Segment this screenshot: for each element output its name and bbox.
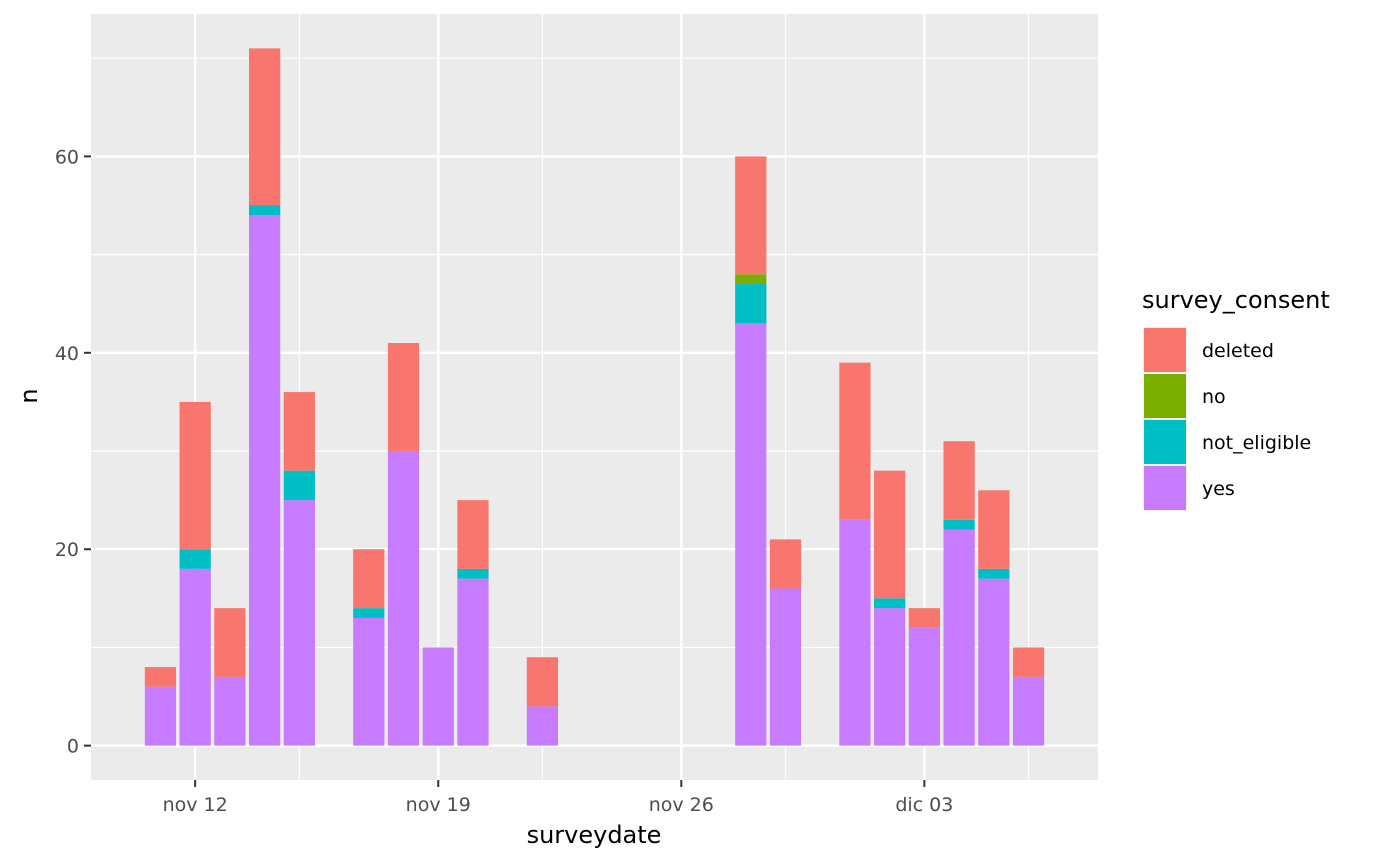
bar-segment-yes <box>180 569 211 746</box>
y-tick-label: 0 <box>67 736 79 758</box>
bar-segment-not-eligible <box>735 284 766 323</box>
legend-label: not_eligible <box>1202 432 1311 454</box>
bar-segment-deleted <box>874 471 905 599</box>
bar-segment-not-eligible <box>180 549 211 569</box>
y-axis: 0 20 40 60 <box>55 146 91 757</box>
bar-segment-deleted <box>249 48 280 205</box>
bar-segment-no <box>735 274 766 284</box>
bar-segment-deleted <box>180 402 211 549</box>
bar-segment-not-eligible <box>249 206 280 216</box>
y-tick-label: 60 <box>55 146 79 168</box>
x-axis: nov 12 nov 19 nov 26 dic 03 <box>163 780 954 816</box>
legend-title: survey_consent <box>1142 286 1330 314</box>
y-tick-label: 40 <box>55 343 79 365</box>
x-tick-label: nov 12 <box>163 794 228 816</box>
bar-segment-yes <box>770 589 801 746</box>
bar-segment-yes <box>388 451 419 746</box>
legend-key-deleted <box>1144 328 1186 372</box>
bar-segment-deleted <box>353 549 384 608</box>
bar-segment-deleted <box>735 156 766 274</box>
bar-segment-not-eligible <box>457 569 488 579</box>
bar-segment-not-eligible <box>978 569 1009 579</box>
legend-key-no <box>1144 374 1186 418</box>
bar-segment-deleted <box>145 667 176 687</box>
bar-segment-deleted <box>284 392 315 471</box>
bar-segment-deleted <box>527 657 558 706</box>
y-axis-title: n <box>15 388 43 403</box>
bar-segment-not-eligible <box>943 520 974 530</box>
bar-segment-yes <box>839 520 870 746</box>
bar-segment-not-eligible <box>874 598 905 608</box>
bar-segment-yes <box>909 628 940 746</box>
bar-segment-deleted <box>214 608 245 677</box>
bar-segment-yes <box>284 500 315 746</box>
legend-label: deleted <box>1202 340 1274 362</box>
bar-segment-yes <box>353 618 384 746</box>
y-tick-label: 20 <box>55 539 79 561</box>
bar-segment-deleted <box>943 441 974 520</box>
legend-label: no <box>1202 386 1226 408</box>
legend-key-not-eligible <box>1144 420 1186 464</box>
bar-segment-deleted <box>770 539 801 588</box>
bar-segment-deleted <box>978 490 1009 569</box>
bar-segment-deleted <box>839 363 870 520</box>
x-tick-label: dic 03 <box>895 794 953 816</box>
bar-segment-yes <box>943 530 974 746</box>
bar-segment-yes <box>457 579 488 746</box>
bar-segment-yes <box>527 706 558 745</box>
bar-segment-deleted <box>388 343 419 451</box>
bar-segment-yes <box>1013 677 1044 746</box>
bar-segment-yes <box>735 323 766 745</box>
bar-segment-yes <box>978 579 1009 746</box>
legend-label: yes <box>1202 478 1235 500</box>
bar-segment-deleted <box>1013 647 1044 676</box>
bar-segment-deleted <box>909 608 940 628</box>
bar-segment-yes <box>214 677 245 746</box>
bar-segment-yes <box>249 215 280 745</box>
x-axis-title: surveydate <box>527 821 662 849</box>
bar-segment-yes <box>423 647 454 745</box>
bar-segment-not-eligible <box>353 608 384 618</box>
bar-segment-not-eligible <box>284 471 315 500</box>
bar-segment-deleted <box>457 500 488 569</box>
x-tick-label: nov 19 <box>406 794 471 816</box>
bar-segment-yes <box>874 608 905 745</box>
x-tick-label: nov 26 <box>649 794 714 816</box>
bar-segment-yes <box>145 687 176 746</box>
legend-key-yes <box>1144 466 1186 510</box>
